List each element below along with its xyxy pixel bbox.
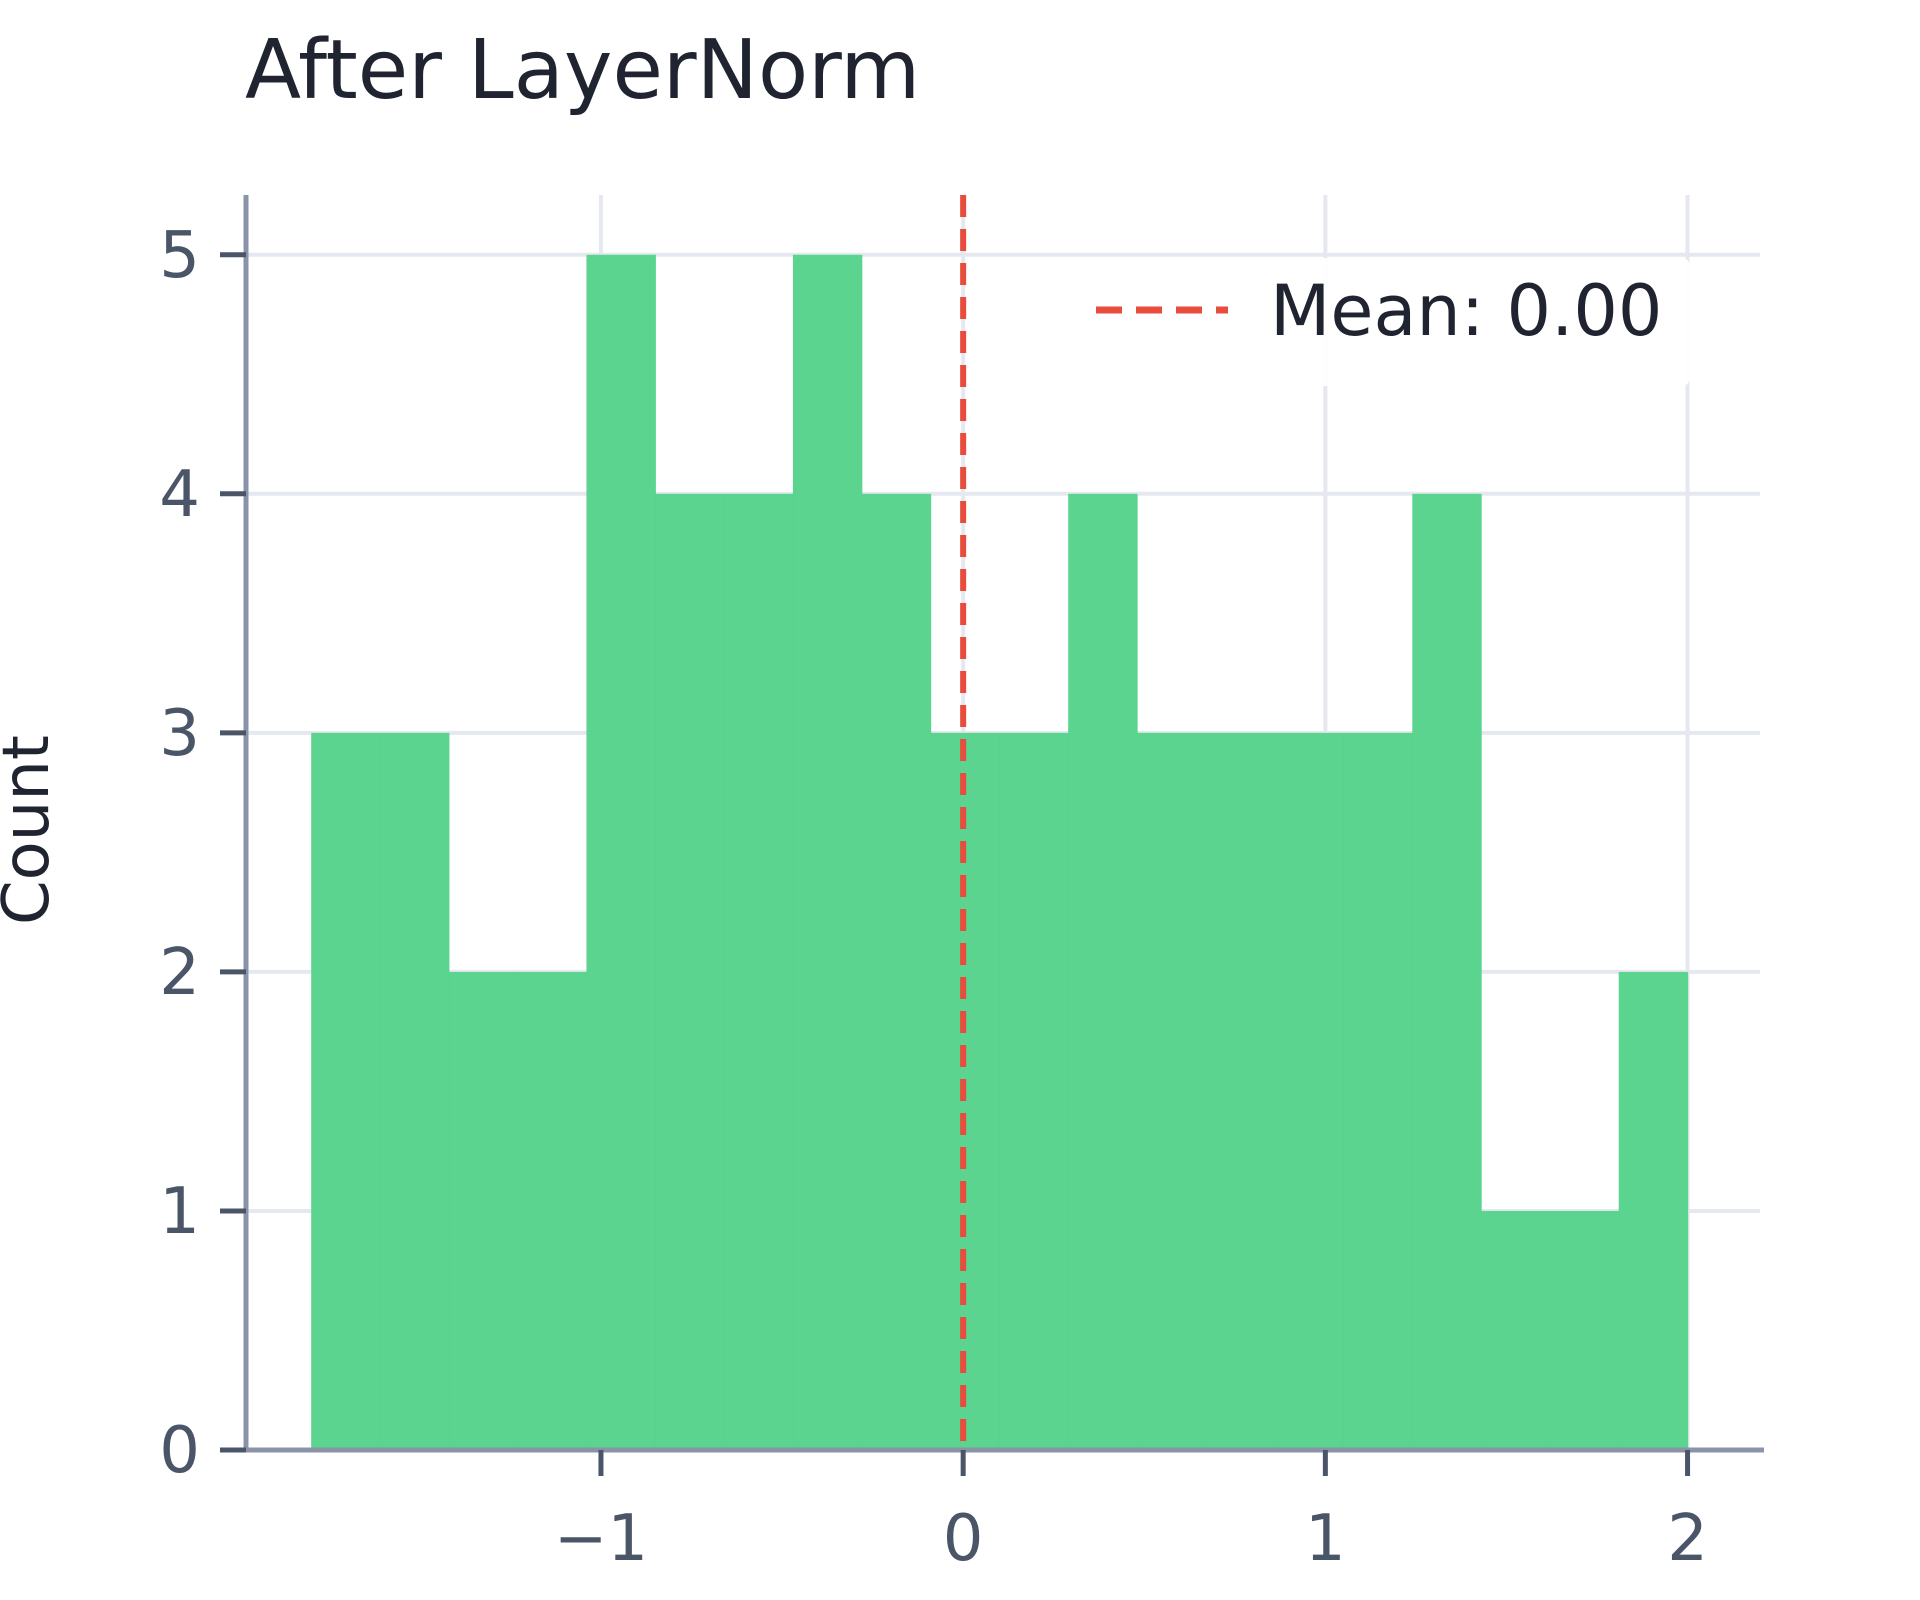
histogram-bar	[999, 732, 1069, 1450]
x-tick-label: −1	[554, 1502, 648, 1576]
legend-label: Mean: 0.00	[1270, 270, 1662, 352]
histogram-bar	[1618, 971, 1689, 1450]
chart-title: After LayerNorm	[245, 23, 920, 118]
histogram-bar	[1549, 1210, 1620, 1450]
histogram-bar	[1137, 732, 1207, 1450]
histogram-bar	[380, 732, 450, 1450]
histogram-bar	[1205, 732, 1276, 1450]
histogram-bar	[517, 971, 588, 1450]
tick-labels: 0 1 2 3 4 5 −1 0 1 2	[159, 219, 1708, 1576]
y-tick-label: 5	[159, 219, 200, 293]
histogram-bar	[861, 493, 932, 1450]
axes	[220, 195, 1764, 1476]
y-tick-label: 3	[159, 697, 200, 771]
histogram-bar	[1343, 732, 1413, 1450]
histogram-bar	[1412, 493, 1482, 1450]
legend-box	[1062, 258, 1690, 386]
y-tick-label: 4	[159, 458, 200, 532]
y-axis-label: Count	[0, 735, 64, 925]
histogram-bars	[311, 254, 1689, 1450]
x-tick-label: 0	[943, 1502, 984, 1576]
histogram-bar	[311, 732, 381, 1450]
histogram-bar	[792, 254, 863, 1450]
histogram-bar	[586, 254, 656, 1450]
histogram-bar	[1068, 493, 1138, 1450]
y-tick-label: 0	[159, 1414, 200, 1488]
histogram-bar	[655, 493, 725, 1450]
y-tick-label: 1	[159, 1175, 200, 1249]
y-tick-label: 2	[159, 936, 200, 1010]
histogram-bar	[448, 971, 519, 1450]
histogram-bar	[724, 493, 794, 1450]
histogram-bar	[1481, 1210, 1551, 1450]
x-tick-label: 2	[1667, 1502, 1708, 1576]
x-tick-label: 1	[1305, 1502, 1346, 1576]
legend: Mean: 0.00	[1062, 258, 1690, 386]
histogram-bar	[1274, 732, 1345, 1450]
